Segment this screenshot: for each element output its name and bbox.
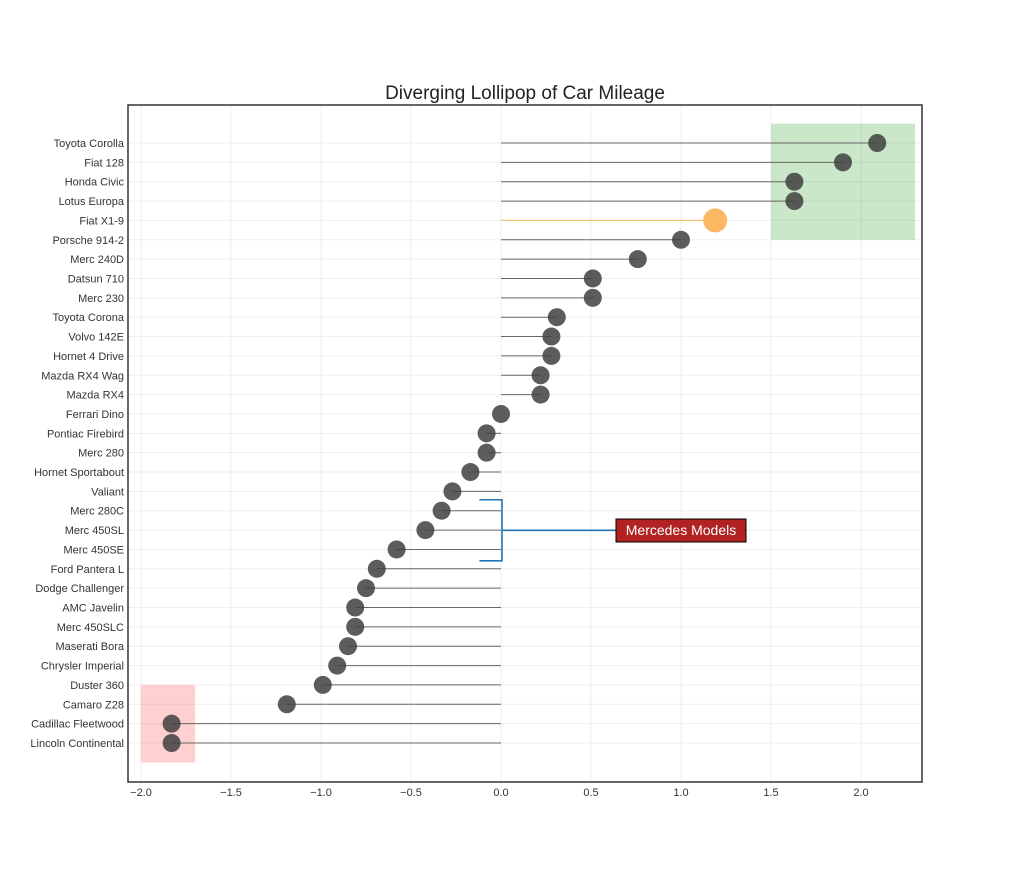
y-tick-label: Volvo 142E [68,332,124,344]
lollipop-point [162,734,181,752]
lollipop-point [328,656,347,675]
lollipop-point [542,327,561,346]
y-tick-label: Valiant [91,486,124,498]
y-tick-label: Lincoln Continental [30,738,124,750]
lollipop-point [672,230,690,249]
y-tick-label: Ferrari Dino [66,409,124,421]
lollipop-point [477,443,496,462]
lollipop-point [387,540,406,559]
x-tick-label: 2.0 [853,787,868,799]
x-tick-label: −2.0 [130,787,152,799]
y-tick-label: Toyota Corolla [54,138,125,150]
y-tick-label: Merc 230 [78,293,124,305]
annotation-box [615,518,747,543]
y-tick-label: Datsun 710 [68,273,124,285]
annotation-label: Mercedes Models [626,522,737,538]
lollipop-point [868,134,887,152]
lollipop-point [834,153,852,172]
y-tick-label: Merc 450SLC [57,622,124,634]
lollipop-point [531,385,550,404]
y-tick-label: Dodge Challenger [35,583,124,595]
lollipop-point [492,404,510,423]
y-tick-label: Mazda RX4 [67,390,124,402]
lollipop-point [416,521,435,540]
y-tick-label: Honda Civic [65,177,125,189]
y-tick-labels: Toyota Corolla Fiat 128 Honda Civic Lotus E… [30,138,124,750]
lollipop-point [346,598,365,617]
lollipop-point [277,695,296,714]
lollipop-point [477,424,496,443]
lollipop-point [583,288,602,307]
x-tick-label: 1.0 [673,787,688,799]
y-tick-label: Cadillac Fleetwood [31,719,124,731]
y-tick-label: Fiat X1-9 [79,215,124,227]
y-tick-label: Fiat 128 [84,157,124,169]
lollipop-point [461,463,480,482]
y-tick-label: Hornet 4 Drive [53,351,124,363]
x-tick-label: 0.5 [583,787,598,799]
x-tick-label: 0.0 [493,787,508,799]
y-tick-label: AMC Javelin [62,603,124,615]
lollipop-point [583,269,602,288]
y-tick-label: Merc 450SE [63,544,124,556]
lollipop-point [542,346,561,365]
lollipop-point [339,637,357,656]
y-tick-label: Toyota Corona [52,312,124,324]
x-tick-labels: −2.0 −1.5 −1.0 −0.5 0.0 0.5 1.0 1.5 2.0 [130,787,869,799]
y-tick-label: Porsche 914-2 [52,235,124,247]
lollipop-point [432,501,451,520]
y-tick-label: Camaro Z28 [63,699,124,711]
lollipop-point [443,482,462,501]
annotation-bracket [479,498,617,562]
highlight-regions [141,123,915,763]
lollipops [162,134,887,752]
lollipop-point [531,366,550,385]
lollipop-point [703,208,728,233]
lollipop-point [628,250,647,269]
x-tick-label: −1.0 [310,787,332,799]
lollipop-point [367,559,386,578]
y-tick-label: Maserati Bora [56,641,125,653]
lollipop-point [785,192,804,211]
x-tick-label: −0.5 [400,787,422,799]
x-tick-label: 1.5 [763,787,778,799]
lollipop-point [785,172,804,191]
y-tick-label: Merc 280C [70,506,124,518]
y-tick-label: Lotus Europa [59,196,125,208]
y-tick-label: Chrysler Imperial [41,661,124,673]
y-tick-label: Mazda RX4 Wag [41,370,124,382]
lollipop-point [162,714,181,733]
lollipop-point [313,675,332,694]
y-tick-label: Pontiac Firebird [47,428,124,440]
y-tick-label: Merc 450SL [65,525,124,537]
lollipop-point [357,579,375,598]
lollipop-point [346,617,365,636]
mercedes-annotation: Mercedes Models [479,498,747,562]
y-tick-label: Merc 240D [70,254,124,266]
plot-frame [127,104,923,783]
y-tick-label: Merc 280 [78,448,124,460]
chart-title: Diverging Lollipop of Car Mileage [385,83,665,104]
y-tick-label: Duster 360 [70,680,124,692]
x-tick-label: −1.5 [220,787,242,799]
y-tick-label: Ford Pantera L [51,564,124,576]
lollipop-point [547,308,566,327]
y-tick-label: Hornet Sportabout [34,467,124,479]
